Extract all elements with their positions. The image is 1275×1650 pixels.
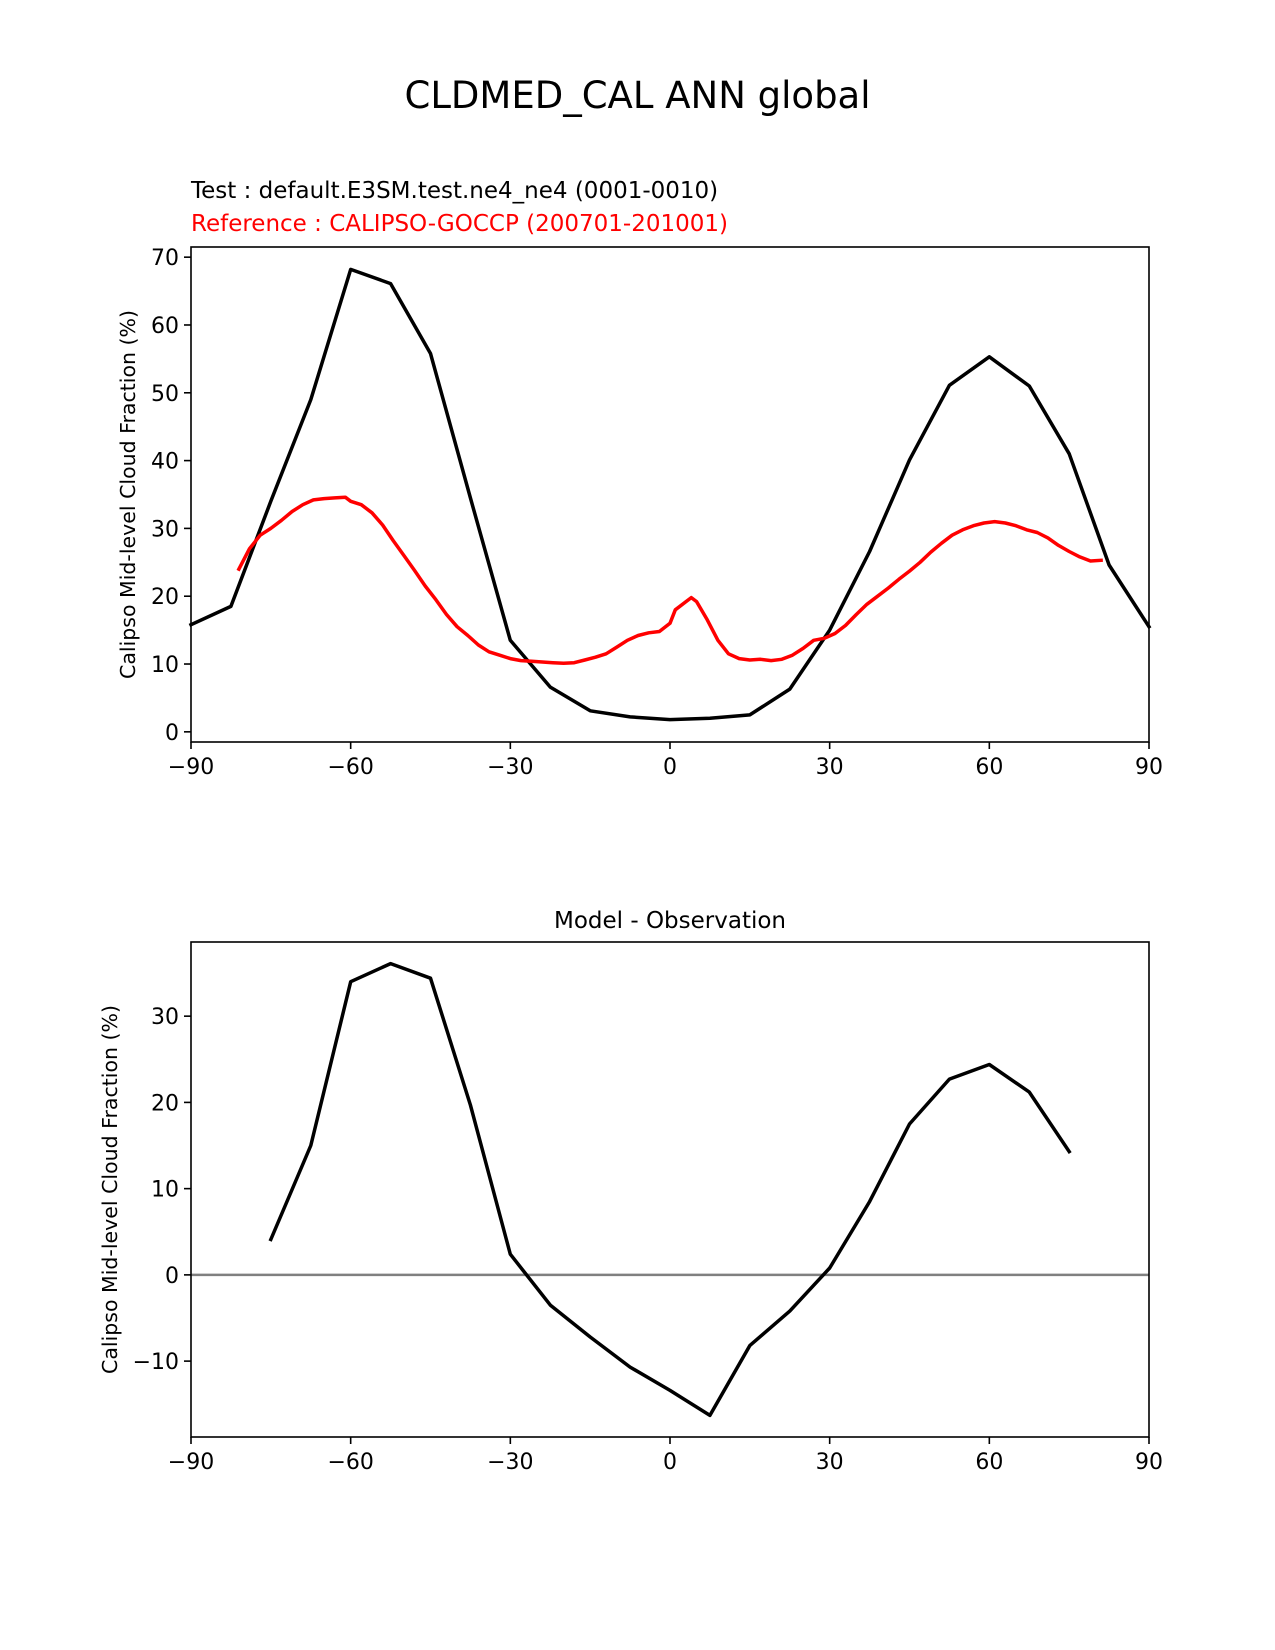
x-tick-label: −60 <box>327 755 373 780</box>
series-line-difference <box>268 961 1072 1418</box>
y-tick-label: 70 <box>151 246 179 271</box>
y-tick-label: 10 <box>151 653 179 678</box>
chart-title-line: Reference : CALIPSO-GOCCP (200701-201001… <box>191 211 728 237</box>
y-tick-label: 0 <box>165 1264 179 1289</box>
y-tick-label: 50 <box>151 382 179 407</box>
x-tick-label: 0 <box>663 1450 677 1475</box>
y-tick-label: 30 <box>151 1005 179 1030</box>
y-tick-label: 0 <box>165 721 179 746</box>
series-line-reference <box>236 495 1103 666</box>
chart-panel-2: Model - Observation −90 −60 −30 0 30 60 90 −10 0 1… <box>98 908 1163 1475</box>
x-tick-label: 90 <box>1135 1450 1163 1475</box>
x-tick-label: 60 <box>975 1450 1003 1475</box>
y-axis-label: Calipso Mid-level Cloud Fraction (%) <box>98 1005 122 1374</box>
chart-title-line: Test : default.E3SM.test.ne4_ne4 (0001-0… <box>190 178 718 204</box>
chart-panel-1: Test : default.E3SM.test.ne4_ne4 (0001-0… <box>116 178 1163 780</box>
series-line-test <box>188 267 1152 722</box>
y-tick-label: 40 <box>151 450 179 475</box>
y-tick-label: 10 <box>151 1178 179 1203</box>
y-tick-label: 60 <box>151 314 179 339</box>
x-tick-label: 90 <box>1135 755 1163 780</box>
figure-title: CLDMED_CAL ANN global <box>404 74 871 117</box>
plot-frame <box>190 941 1150 1438</box>
x-tick-label: −90 <box>168 1450 214 1475</box>
y-axis-label: Calipso Mid-level Cloud Fraction (%) <box>116 310 140 679</box>
x-tick-label: −30 <box>487 755 533 780</box>
x-tick-label: −30 <box>487 1450 533 1475</box>
x-tick-label: 30 <box>816 755 844 780</box>
y-tick-label: 20 <box>151 585 179 610</box>
x-tick-label: −90 <box>168 755 214 780</box>
y-tick-label: 30 <box>151 517 179 542</box>
chart-title: Model - Observation <box>554 908 786 934</box>
y-tick-label: −10 <box>133 1350 179 1375</box>
y-tick-label: 20 <box>151 1091 179 1116</box>
x-tick-label: −60 <box>327 1450 373 1475</box>
x-tick-label: 60 <box>975 755 1003 780</box>
x-tick-label: 30 <box>816 1450 844 1475</box>
x-tick-label: 0 <box>663 755 677 780</box>
